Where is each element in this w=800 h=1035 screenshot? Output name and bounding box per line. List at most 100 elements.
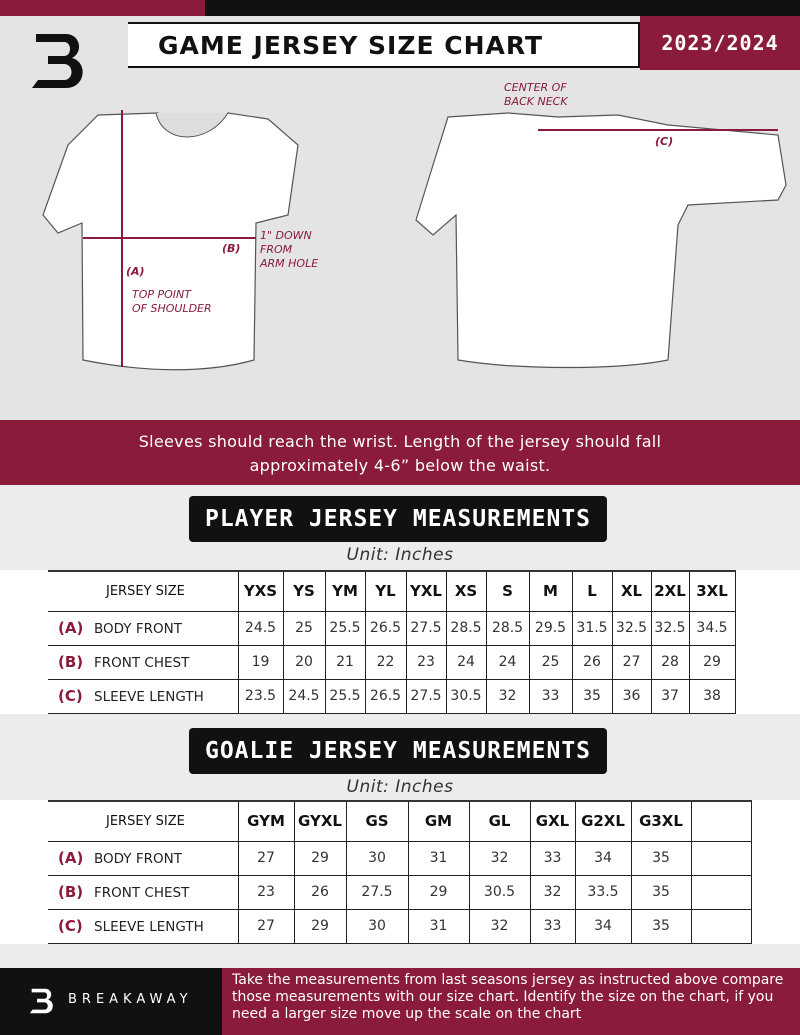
row-label: (A) BODY FRONT <box>48 611 239 646</box>
table-cell: 35 <box>631 841 692 876</box>
row-key: (C) <box>58 917 83 935</box>
label-c: (C) <box>655 135 674 148</box>
header-row: JERSEY SIZE GYM GYXL GS GM GL GXL G2XL G3XL <box>48 800 752 842</box>
table-cell: 37 <box>651 679 690 714</box>
table-cell: 34 <box>575 909 632 944</box>
table-cell: 23.5 <box>238 679 284 714</box>
table-cell: 20 <box>283 645 326 680</box>
table-cell: 25 <box>529 645 573 680</box>
size-header: G2XL <box>575 800 632 842</box>
table-cell: 31 <box>408 909 470 944</box>
table-cell: 35 <box>631 909 692 944</box>
size-header: L <box>572 570 613 612</box>
table-cell: 23 <box>406 645 447 680</box>
table-cell: 31.5 <box>572 611 613 646</box>
table-cell: 32 <box>469 909 531 944</box>
size-header <box>691 800 752 842</box>
table-cell: 30.5 <box>469 875 531 910</box>
table-cell: 28.5 <box>446 611 487 646</box>
top-accent <box>0 0 205 16</box>
table-cell: 27.5 <box>346 875 409 910</box>
top-shoulder-note: TOP POINT OF SHOULDER <box>132 288 212 315</box>
table-cell: 24.5 <box>283 679 326 714</box>
page-title: GAME JERSEY SIZE CHART <box>128 22 640 68</box>
table-cell: 19 <box>238 645 284 680</box>
table-cell: 23 <box>238 875 295 910</box>
row-key: (C) <box>58 687 83 705</box>
season-badge: 2023/2024 <box>640 16 800 70</box>
breakaway-logo <box>28 28 94 98</box>
row-label: (B) FRONT CHEST <box>48 645 239 680</box>
table-cell: 34 <box>575 841 632 876</box>
size-header: XL <box>612 570 652 612</box>
row-name: BODY FRONT <box>94 851 182 867</box>
table-cell: 26.5 <box>365 679 407 714</box>
header-row: JERSEY SIZE YXS YS YM YL YXL XS S M L XL 2XL 3XL <box>48 570 736 612</box>
table-cell: 28.5 <box>486 611 530 646</box>
arm-hole-note: 1" DOWN FROM ARM HOLE <box>260 229 319 270</box>
label-a: (A) <box>126 265 145 278</box>
table-cell: 25.5 <box>325 611 366 646</box>
table-cell: 27 <box>238 909 295 944</box>
table-cell: 33 <box>530 909 576 944</box>
table-row: (B) FRONT CHEST 19 20 21 22 23 24 24 25 26 27 28 29 <box>48 645 736 680</box>
row-name: FRONT CHEST <box>94 655 190 671</box>
player-table: JERSEY SIZE YXS YS YM YL YXL XS S M L XL 2XL 3XL (A) B… <box>0 570 800 714</box>
table-cell: 27 <box>612 645 652 680</box>
size-header: 2XL <box>651 570 690 612</box>
jersey-diagram <box>42 110 787 371</box>
table-cell: 29 <box>408 875 470 910</box>
table-row: (C) SLEEVE LENGTH 23.5 24.5 25.5 26.5 27.5 30.5… <box>48 679 736 714</box>
table-cell: 27.5 <box>406 679 447 714</box>
table-cell: 26.5 <box>365 611 407 646</box>
footer-logo <box>28 984 58 1022</box>
goalie-unit: Unit: Inches <box>346 777 454 797</box>
footer-brand-area <box>0 968 222 1035</box>
size-header: G3XL <box>631 800 692 842</box>
size-header: YM <box>325 570 366 612</box>
table-cell: 33 <box>530 841 576 876</box>
table-row: (C) SLEEVE LENGTH 27 29 30 31 32 33 34 35 <box>48 909 752 944</box>
size-header: GYXL <box>294 800 347 842</box>
table-cell: 33 <box>529 679 573 714</box>
size-label: JERSEY SIZE <box>48 570 239 612</box>
center-back-neck-label: CENTER OF BACK NECK <box>504 81 568 108</box>
size-header: YXS <box>238 570 284 612</box>
size-header: GL <box>469 800 531 842</box>
player-section-title: PLAYER JERSEY MEASUREMENTS <box>189 496 607 542</box>
table-cell: 35 <box>631 875 692 910</box>
table-cell: 24.5 <box>238 611 284 646</box>
table-cell: 32 <box>530 875 576 910</box>
size-header: S <box>486 570 530 612</box>
row-key: (A) <box>58 849 84 867</box>
table-cell: 33.5 <box>575 875 632 910</box>
table-row: (B) FRONT CHEST 23 26 27.5 29 30.5 32 33.5 35 <box>48 875 752 910</box>
brand-name: BREAKAWAY <box>68 992 193 1007</box>
table-cell: 35 <box>572 679 613 714</box>
table-cell: 26 <box>294 875 347 910</box>
table-cell: 22 <box>365 645 407 680</box>
table-cell: 34.5 <box>689 611 736 646</box>
row-label: (C) SLEEVE LENGTH <box>48 679 239 714</box>
table-cell: 29 <box>294 841 347 876</box>
table-cell: 29 <box>689 645 736 680</box>
row-name: SLEEVE LENGTH <box>94 689 204 705</box>
goalie-table: JERSEY SIZE GYM GYXL GS GM GL GXL G2XL G3XL (A) BO… <box>0 800 800 944</box>
size-header: YS <box>283 570 326 612</box>
table-cell: 24 <box>486 645 530 680</box>
row-name: BODY FRONT <box>94 621 182 637</box>
size-header: 3XL <box>689 570 736 612</box>
row-label: (A) BODY FRONT <box>48 841 239 876</box>
table-cell: 29.5 <box>529 611 573 646</box>
table-cell: 30 <box>346 841 409 876</box>
row-name: FRONT CHEST <box>94 885 190 901</box>
table-cell: 26 <box>572 645 613 680</box>
row-label: (C) SLEEVE LENGTH <box>48 909 239 944</box>
size-label: JERSEY SIZE <box>48 800 239 842</box>
table-cell <box>691 841 752 876</box>
size-header: GS <box>346 800 409 842</box>
table-cell: 24 <box>446 645 487 680</box>
table-cell: 30.5 <box>446 679 487 714</box>
table-cell: 38 <box>689 679 736 714</box>
size-header: GM <box>408 800 470 842</box>
